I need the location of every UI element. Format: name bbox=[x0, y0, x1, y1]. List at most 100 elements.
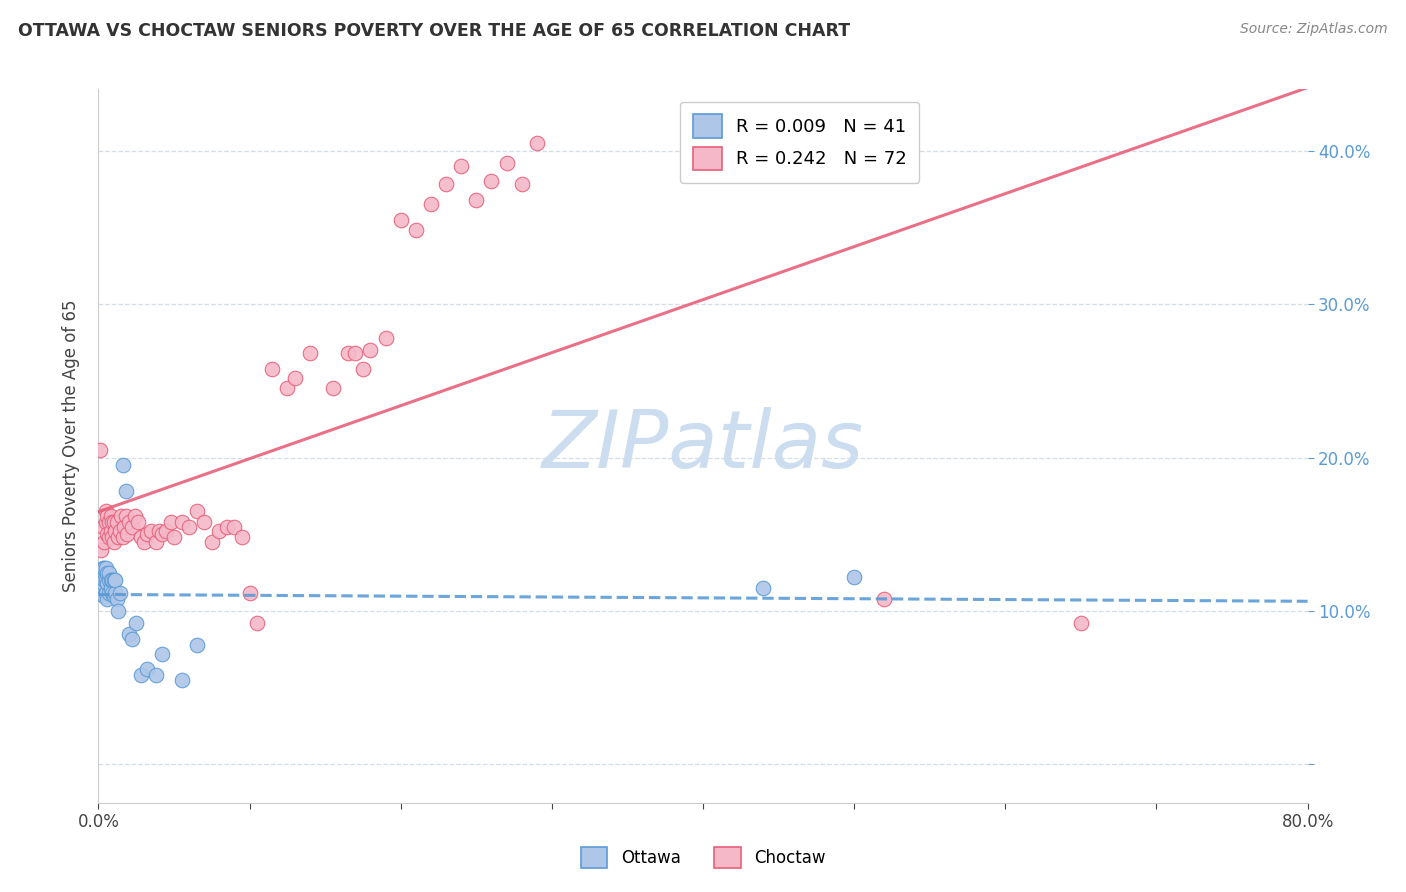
Point bbox=[101, 585, 124, 599]
Point bbox=[90, 581, 112, 595]
Point bbox=[420, 197, 443, 211]
Y-axis label: Seniors Poverty Over the Age of 65: Seniors Poverty Over the Age of 65 bbox=[62, 300, 80, 592]
Point bbox=[105, 591, 128, 606]
Point bbox=[481, 174, 503, 188]
Point bbox=[101, 574, 124, 588]
Point bbox=[276, 381, 298, 395]
Point bbox=[105, 515, 128, 529]
Point bbox=[103, 535, 125, 549]
Point bbox=[336, 346, 359, 360]
Point bbox=[124, 508, 146, 523]
Point bbox=[246, 616, 269, 631]
Point bbox=[434, 178, 457, 192]
Point bbox=[150, 647, 173, 661]
Point bbox=[170, 673, 193, 687]
Point bbox=[91, 576, 114, 591]
Point bbox=[104, 574, 127, 588]
Point bbox=[98, 530, 121, 544]
Point bbox=[121, 632, 143, 646]
Point bbox=[284, 370, 307, 384]
Point bbox=[752, 581, 775, 595]
Point bbox=[299, 346, 322, 360]
Text: Source: ZipAtlas.com: Source: ZipAtlas.com bbox=[1240, 22, 1388, 37]
Point bbox=[526, 136, 548, 150]
Point bbox=[179, 519, 201, 533]
Point bbox=[96, 591, 118, 606]
Text: ZIPatlas: ZIPatlas bbox=[541, 407, 865, 485]
Point bbox=[94, 561, 117, 575]
Point bbox=[215, 519, 238, 533]
Point bbox=[224, 519, 246, 533]
Point bbox=[155, 524, 177, 538]
Point bbox=[90, 542, 112, 557]
Point bbox=[93, 574, 115, 588]
Point bbox=[125, 616, 148, 631]
Point bbox=[115, 527, 138, 541]
Point bbox=[193, 515, 215, 529]
Point bbox=[91, 561, 114, 575]
Point bbox=[96, 508, 118, 523]
Point bbox=[186, 638, 208, 652]
Point bbox=[108, 524, 131, 538]
Text: OTTAWA VS CHOCTAW SENIORS POVERTY OVER THE AGE OF 65 CORRELATION CHART: OTTAWA VS CHOCTAW SENIORS POVERTY OVER T… bbox=[18, 22, 851, 40]
Point bbox=[239, 585, 262, 599]
Point bbox=[360, 343, 382, 357]
Point bbox=[405, 223, 427, 237]
Point bbox=[170, 515, 193, 529]
Point bbox=[94, 585, 117, 599]
Point bbox=[93, 561, 115, 575]
Point bbox=[111, 530, 134, 544]
Point bbox=[101, 515, 124, 529]
Point bbox=[344, 346, 367, 360]
Point bbox=[118, 515, 141, 529]
Point bbox=[163, 530, 186, 544]
Point bbox=[94, 574, 117, 588]
Point bbox=[132, 535, 155, 549]
Point bbox=[262, 361, 284, 376]
Point bbox=[98, 585, 121, 599]
Point bbox=[186, 504, 208, 518]
Point bbox=[114, 484, 136, 499]
Point bbox=[352, 361, 374, 376]
Point bbox=[208, 524, 231, 538]
Point bbox=[108, 585, 131, 599]
Point bbox=[150, 527, 173, 541]
Point bbox=[107, 530, 129, 544]
Point bbox=[145, 535, 167, 549]
Point bbox=[103, 574, 125, 588]
Point bbox=[100, 524, 122, 538]
Point bbox=[98, 515, 121, 529]
Point bbox=[231, 530, 253, 544]
Point bbox=[98, 574, 121, 588]
Point bbox=[90, 566, 112, 580]
Point bbox=[104, 524, 127, 538]
Point bbox=[135, 527, 157, 541]
Point bbox=[100, 581, 122, 595]
Point bbox=[141, 524, 163, 538]
Point bbox=[96, 566, 118, 580]
Legend: R = 0.009   N = 41, R = 0.242   N = 72: R = 0.009 N = 41, R = 0.242 N = 72 bbox=[681, 102, 920, 183]
Point bbox=[148, 524, 170, 538]
Point bbox=[450, 159, 472, 173]
Point bbox=[135, 662, 157, 676]
Point bbox=[94, 504, 117, 518]
Point bbox=[112, 519, 135, 533]
Point bbox=[873, 591, 896, 606]
Point bbox=[94, 515, 117, 529]
Point bbox=[98, 566, 121, 580]
Point bbox=[118, 627, 141, 641]
Point bbox=[127, 515, 149, 529]
Point bbox=[89, 442, 111, 457]
Point bbox=[104, 585, 127, 599]
Point bbox=[91, 519, 114, 533]
Point bbox=[101, 530, 124, 544]
Point bbox=[93, 589, 115, 603]
Point bbox=[129, 668, 152, 682]
Point bbox=[389, 212, 412, 227]
Point bbox=[322, 381, 344, 395]
Point bbox=[103, 589, 125, 603]
Point bbox=[160, 515, 183, 529]
Point bbox=[103, 515, 125, 529]
Point bbox=[510, 178, 533, 192]
Point bbox=[114, 508, 136, 523]
